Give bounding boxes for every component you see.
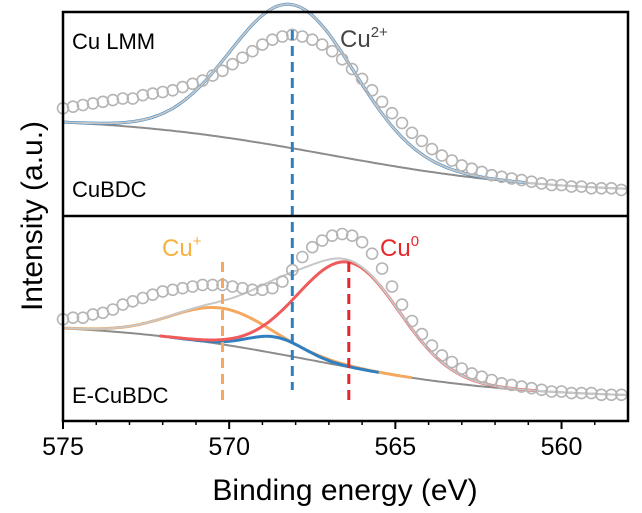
panel-2-data-point — [455, 362, 469, 375]
panel-2-data-point — [276, 275, 289, 288]
panel-2-data-point — [246, 283, 259, 297]
panel-2-data-point — [86, 308, 100, 321]
panel-2-data-point — [575, 386, 588, 400]
panel-2-data-point — [305, 240, 319, 254]
panel-1-data-point — [206, 69, 219, 82]
panel-2-data-point — [156, 285, 169, 298]
panel-1-data-point — [335, 52, 349, 66]
panel-1-data-point — [385, 106, 399, 120]
panel-1-data-point — [325, 44, 339, 58]
panel-1-data-point — [355, 72, 369, 86]
panel-2-data-point — [355, 235, 369, 249]
panel-2-data-point — [445, 355, 459, 369]
sample-label-cubdc: CuBDC — [72, 177, 147, 202]
panel-2-data-point — [405, 314, 419, 328]
x-tick-label: 565 — [374, 433, 416, 461]
peak-label-cuplus: Cu+ — [162, 233, 202, 262]
panel-1-data-point — [345, 62, 359, 76]
panel-1-data-point — [415, 134, 429, 148]
panel-1-data-point — [615, 183, 628, 197]
panel-2-data-point — [365, 247, 379, 260]
panel-2-data-point — [565, 386, 578, 400]
panel-2-envelope-curve — [62, 257, 629, 396]
panel-1-data-point — [595, 182, 608, 195]
panel-1-data-point — [445, 154, 459, 167]
x-axis-ticks: 575 570 565 560 — [42, 421, 596, 461]
panel-1-data-point — [226, 57, 239, 71]
panel-2-data-point — [196, 278, 209, 292]
panel-1-data-point — [435, 149, 449, 162]
panel-1-data-point — [216, 64, 229, 78]
x-tick-label: 575 — [42, 433, 84, 461]
panel-1-data-point — [585, 182, 598, 195]
panel-2-data-point — [266, 281, 279, 295]
panel-1-data-point — [505, 172, 519, 185]
panel-1-data-point — [565, 180, 578, 193]
peak-label-cu2plus: Cu2+ — [340, 24, 388, 53]
panel-2-data-point — [415, 327, 429, 341]
x-tick-label: 560 — [541, 433, 583, 461]
panel-2-data-point — [295, 250, 309, 264]
panel-1-data-point — [395, 116, 409, 130]
panel-1-data-point — [136, 88, 150, 102]
panel-2-data-point — [206, 278, 219, 292]
panel-2-data-point — [345, 229, 359, 242]
panel-2-data-point — [395, 298, 409, 311]
panel-1-data-point — [256, 38, 269, 51]
y-axis-title: Intensity (a.u.) — [16, 121, 49, 311]
panel-1-data-point — [305, 33, 319, 47]
panel-2-data-point — [325, 229, 339, 242]
panel-1-data-point — [525, 175, 538, 188]
panel-2-data-point — [525, 381, 538, 395]
panel-1-data-point — [86, 97, 100, 110]
panel-2-data-point — [236, 281, 249, 295]
panel-2-data-point — [385, 280, 399, 293]
panel-2-data-point — [66, 311, 80, 325]
region-label-cu-lmm: Cu LMM — [72, 29, 155, 54]
sample-label-e-cubdc: E-CuBDC — [72, 383, 169, 408]
plot-area — [56, 2, 629, 402]
peak-label-cu0: Cu0 — [380, 233, 419, 262]
panel-2-data-point — [435, 349, 449, 362]
panel-1-data-point — [315, 38, 329, 51]
panel-2-data-point — [106, 303, 120, 316]
panel-1-data-point — [236, 51, 249, 65]
panel-1-data-point — [405, 126, 419, 140]
panel-2-data-point — [605, 388, 618, 402]
panel-1-data-point — [156, 85, 169, 99]
panel-2-data-point — [375, 262, 389, 275]
panel-2-data-point — [186, 280, 199, 293]
panel-2-data-point — [166, 283, 179, 297]
panel-2-data-point — [595, 388, 608, 402]
x-axis-title: Binding energy (eV) — [212, 474, 477, 507]
panel-1-data-point — [246, 44, 259, 58]
panel-1-envelope-curve — [62, 3, 629, 190]
panel-1-data-point — [425, 142, 439, 156]
panel-1-data-point — [545, 178, 558, 192]
panel-1-data-point — [106, 93, 120, 107]
panel-1-data-point — [196, 74, 209, 87]
panel-2-data-point — [425, 339, 439, 352]
panel-2-data-point — [545, 385, 558, 398]
panel-1-data-point — [96, 95, 110, 109]
panel-2-peak-1-curve — [62, 306, 413, 380]
panel-2-data-point — [226, 280, 239, 293]
panel-1-data-point — [116, 92, 130, 105]
x-tick-label: 570 — [208, 433, 250, 461]
panel-1-data-point — [365, 84, 379, 97]
panel-2-data-point — [315, 234, 329, 247]
panel-1-data-point — [375, 95, 389, 109]
